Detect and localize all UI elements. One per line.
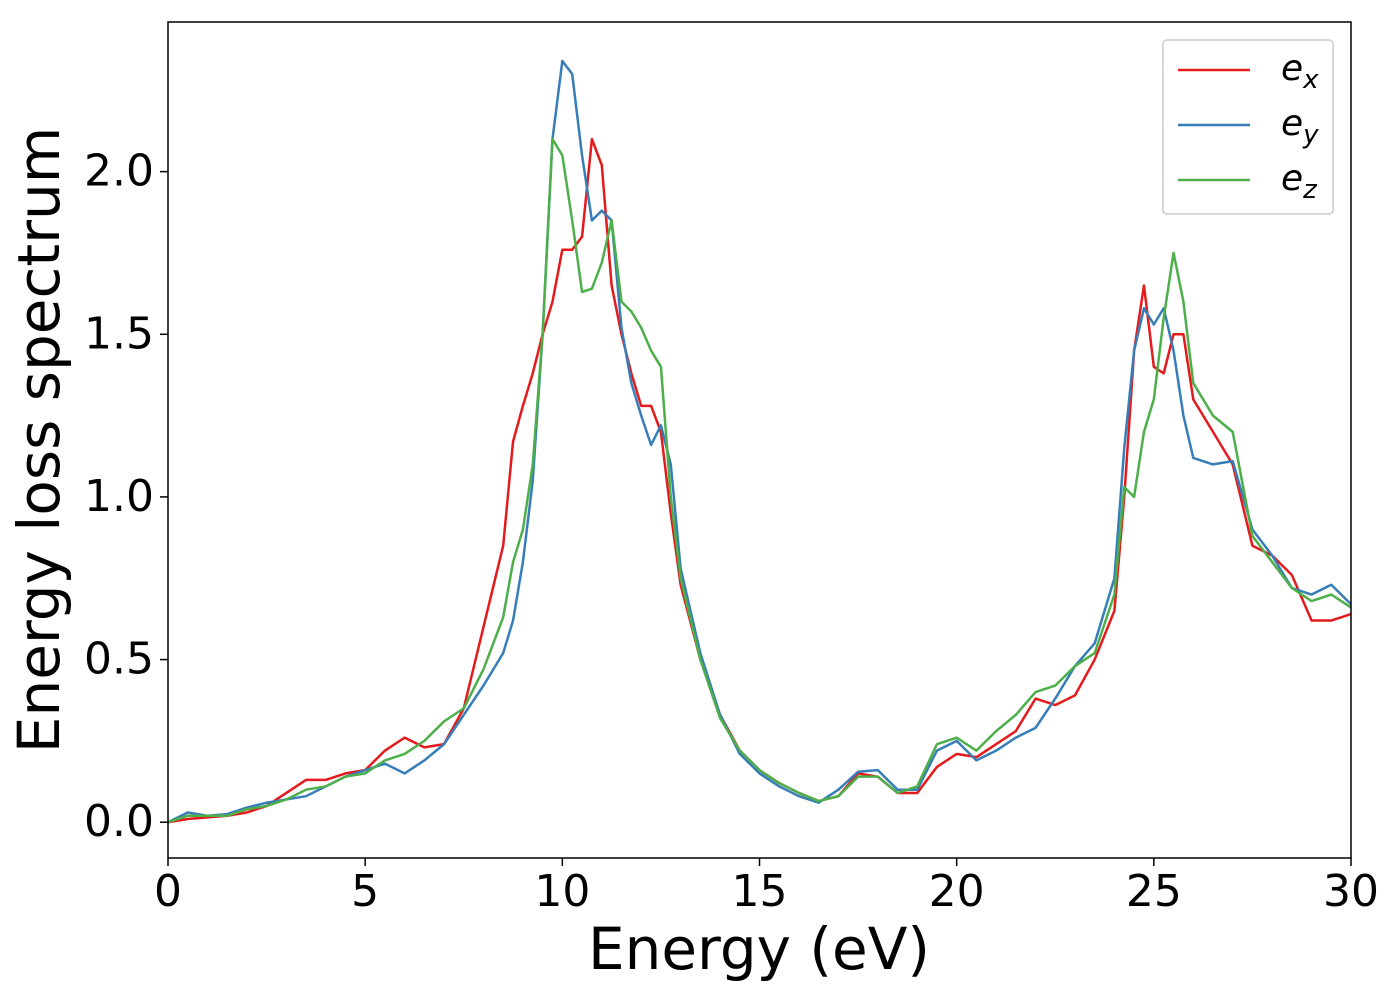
legend-label: ex <box>1281 48 1319 95</box>
y-tick-label: 1.0 <box>84 471 154 522</box>
x-tick-label: 25 <box>1126 866 1182 917</box>
y-tick-label: 2.0 <box>84 146 154 197</box>
legend-label: ey <box>1281 103 1319 150</box>
x-tick-label: 15 <box>732 866 788 917</box>
y-tick-label: 0.0 <box>84 796 154 847</box>
series-line <box>168 59 1351 824</box>
x-axis-label: Energy (eV) <box>588 915 930 983</box>
x-tick-label: 30 <box>1323 866 1379 917</box>
x-tick-label: 0 <box>154 866 182 917</box>
plot-lines <box>168 59 1351 824</box>
legend-box <box>1162 39 1334 215</box>
y-tick-label: 0.5 <box>84 634 154 685</box>
plot-frame <box>167 21 1352 859</box>
legend-label: ez <box>1281 158 1318 205</box>
x-tick-label: 20 <box>929 866 985 917</box>
y-axis-label: Energy loss spectrum <box>5 127 73 753</box>
x-tick-label: 5 <box>351 866 379 917</box>
y-tick-label: 1.5 <box>84 308 154 359</box>
x-tick-label: 10 <box>534 866 590 917</box>
series-line <box>168 137 1351 824</box>
series-line <box>168 137 1351 824</box>
